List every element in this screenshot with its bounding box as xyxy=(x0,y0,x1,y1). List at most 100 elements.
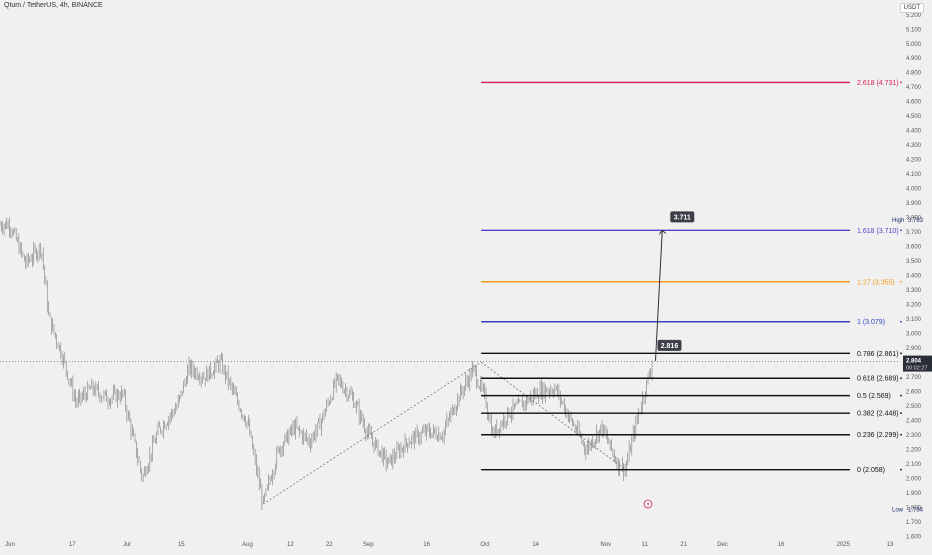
drawings-layer: 0 (2.058) 0.236 (2.299) 0.382 (2.448) 0.5 (… xyxy=(0,80,902,509)
trend-line xyxy=(480,361,626,470)
y-tick-label: 4.100 xyxy=(906,172,922,178)
y-tick-label: 3.400 xyxy=(906,274,922,280)
fib-level-label: 0.236 (2.299) xyxy=(857,432,899,439)
x-tick-label: Jul xyxy=(123,542,131,548)
fib-level-label: 0.618 (2.689) xyxy=(857,376,899,383)
y-tick-label: 2.000 xyxy=(906,476,922,482)
start-marker: 2.816 xyxy=(657,339,682,351)
x-tick-label: 17 xyxy=(69,542,76,548)
target-marker-bg xyxy=(670,211,695,223)
y-tick-label: 2.600 xyxy=(906,389,922,395)
high-label: High xyxy=(892,218,904,224)
y-tick-label: 2.200 xyxy=(906,447,922,453)
fib-level-dot xyxy=(900,377,902,380)
fib-level-dot xyxy=(900,352,902,355)
y-tick-label: 4.900 xyxy=(906,56,922,62)
x-tick-label: Oct xyxy=(480,542,490,548)
low-label-value: 1.784 xyxy=(908,508,924,514)
fib-level-label: 0.5 (2.569) xyxy=(857,393,891,400)
x-tick-label: 22 xyxy=(326,542,333,548)
target-marker-text: 3.711 xyxy=(674,214,691,221)
y-tick-label: 4.500 xyxy=(906,114,922,120)
y-tick-label: 4.400 xyxy=(906,129,922,135)
x-tick-label: Sep xyxy=(363,542,374,548)
fib-level-dot xyxy=(900,229,902,232)
y-tick-label: 3.800 xyxy=(906,216,922,222)
fib-level-label: 0 (2.058) xyxy=(857,467,885,474)
y-tick-label: 2.700 xyxy=(906,375,922,381)
x-tick-label: 11 xyxy=(642,542,649,548)
start-marker-bg xyxy=(657,339,682,351)
fib-level-dot xyxy=(900,81,902,84)
y-tick-label: 3.900 xyxy=(906,201,922,207)
x-tick-label: Aug xyxy=(242,542,253,548)
y-tick-label: 4.700 xyxy=(906,85,922,91)
y-tick-label: 1.600 xyxy=(906,534,922,540)
symbol-title[interactable]: Qtum / TetherUS, 4h, BINANCE xyxy=(4,2,103,9)
trend-line xyxy=(262,361,482,505)
projection-line xyxy=(654,230,663,361)
x-tick-label: Dec xyxy=(717,542,728,548)
high-label-value: 3.783 xyxy=(908,218,924,224)
fib-level-dot xyxy=(900,412,902,415)
lightning-icon-ring xyxy=(643,499,653,509)
y-tick-label: 2.500 xyxy=(906,404,922,410)
y-tick-label: 4.800 xyxy=(906,71,922,77)
current-price-value: 2.804 xyxy=(906,359,922,365)
x-tick-label: 12 xyxy=(287,542,294,548)
x-tick-label: 13 xyxy=(887,542,894,548)
fib-level-dot xyxy=(900,433,902,436)
currency-label[interactable]: USDT xyxy=(899,3,924,13)
current-price-countdown: 00:02:27 xyxy=(906,366,927,372)
axes-layer: 1.600 1.700 1.800 1.900 2.000 2.100 2.200 2.300… xyxy=(5,13,932,548)
y-tick-label: 3.600 xyxy=(906,245,922,251)
x-tick-label: Nov xyxy=(600,542,611,548)
y-tick-label: 4.300 xyxy=(906,143,922,149)
fib-level-dot xyxy=(900,320,902,323)
x-tick-label: 21 xyxy=(680,542,687,548)
start-marker-text: 2.816 xyxy=(661,343,679,350)
x-tick-label: 16 xyxy=(778,542,785,548)
y-tick-label: 3.200 xyxy=(906,303,922,309)
x-tick-label: 15 xyxy=(178,542,185,548)
current-price-tag xyxy=(903,355,932,372)
y-tick-label: 2.400 xyxy=(906,418,922,424)
y-tick-label: 1.900 xyxy=(906,491,922,497)
y-tick-label: 1.800 xyxy=(906,505,922,511)
fib-level-label: 2.618 (4.731) xyxy=(857,80,899,87)
fib-level-label: 0.786 (2.861) xyxy=(857,351,899,358)
y-tick-label: 2.300 xyxy=(906,433,922,439)
fib-level-label: 1.27 (3.355) xyxy=(857,279,895,286)
fib-level-dot xyxy=(900,468,902,471)
x-tick-label: 2025 xyxy=(837,542,851,548)
y-tick-label: 1.700 xyxy=(906,520,922,526)
y-tick-label: 3.100 xyxy=(906,317,922,323)
y-tick-label: 5.100 xyxy=(906,27,922,33)
y-tick-label: 3.700 xyxy=(906,230,922,236)
low-label: Low xyxy=(892,508,904,514)
fib-level-label: 1 (3.079) xyxy=(857,319,885,326)
lightning-icon xyxy=(643,499,653,509)
candles-layer xyxy=(0,216,653,511)
y-tick-label: 3.000 xyxy=(906,331,922,337)
y-tick-label: 2.900 xyxy=(906,346,922,352)
fib-level-label: 1.618 (3.710) xyxy=(857,228,899,235)
y-tick-label: 2.100 xyxy=(906,462,922,468)
projection-arrowhead xyxy=(658,229,667,235)
target-marker: 3.711 xyxy=(670,211,695,223)
y-tick-label: 4.600 xyxy=(906,100,922,106)
y-tick-label: 3.500 xyxy=(906,259,922,265)
x-tick-label: 16 xyxy=(423,542,430,548)
x-tick-label: Jun xyxy=(5,542,15,548)
y-tick-label: 5.000 xyxy=(906,42,922,48)
y-tick-label: 5.200 xyxy=(906,13,922,19)
fib-level-label: 0.382 (2.448) xyxy=(857,411,899,418)
y-tick-label: 4.200 xyxy=(906,158,922,164)
fib-level-dot xyxy=(900,280,902,283)
lightning-icon-bolt xyxy=(646,501,650,507)
y-tick-label: 3.300 xyxy=(906,288,922,294)
fib-level-dot xyxy=(900,394,902,397)
x-tick-label: 14 xyxy=(532,542,539,548)
